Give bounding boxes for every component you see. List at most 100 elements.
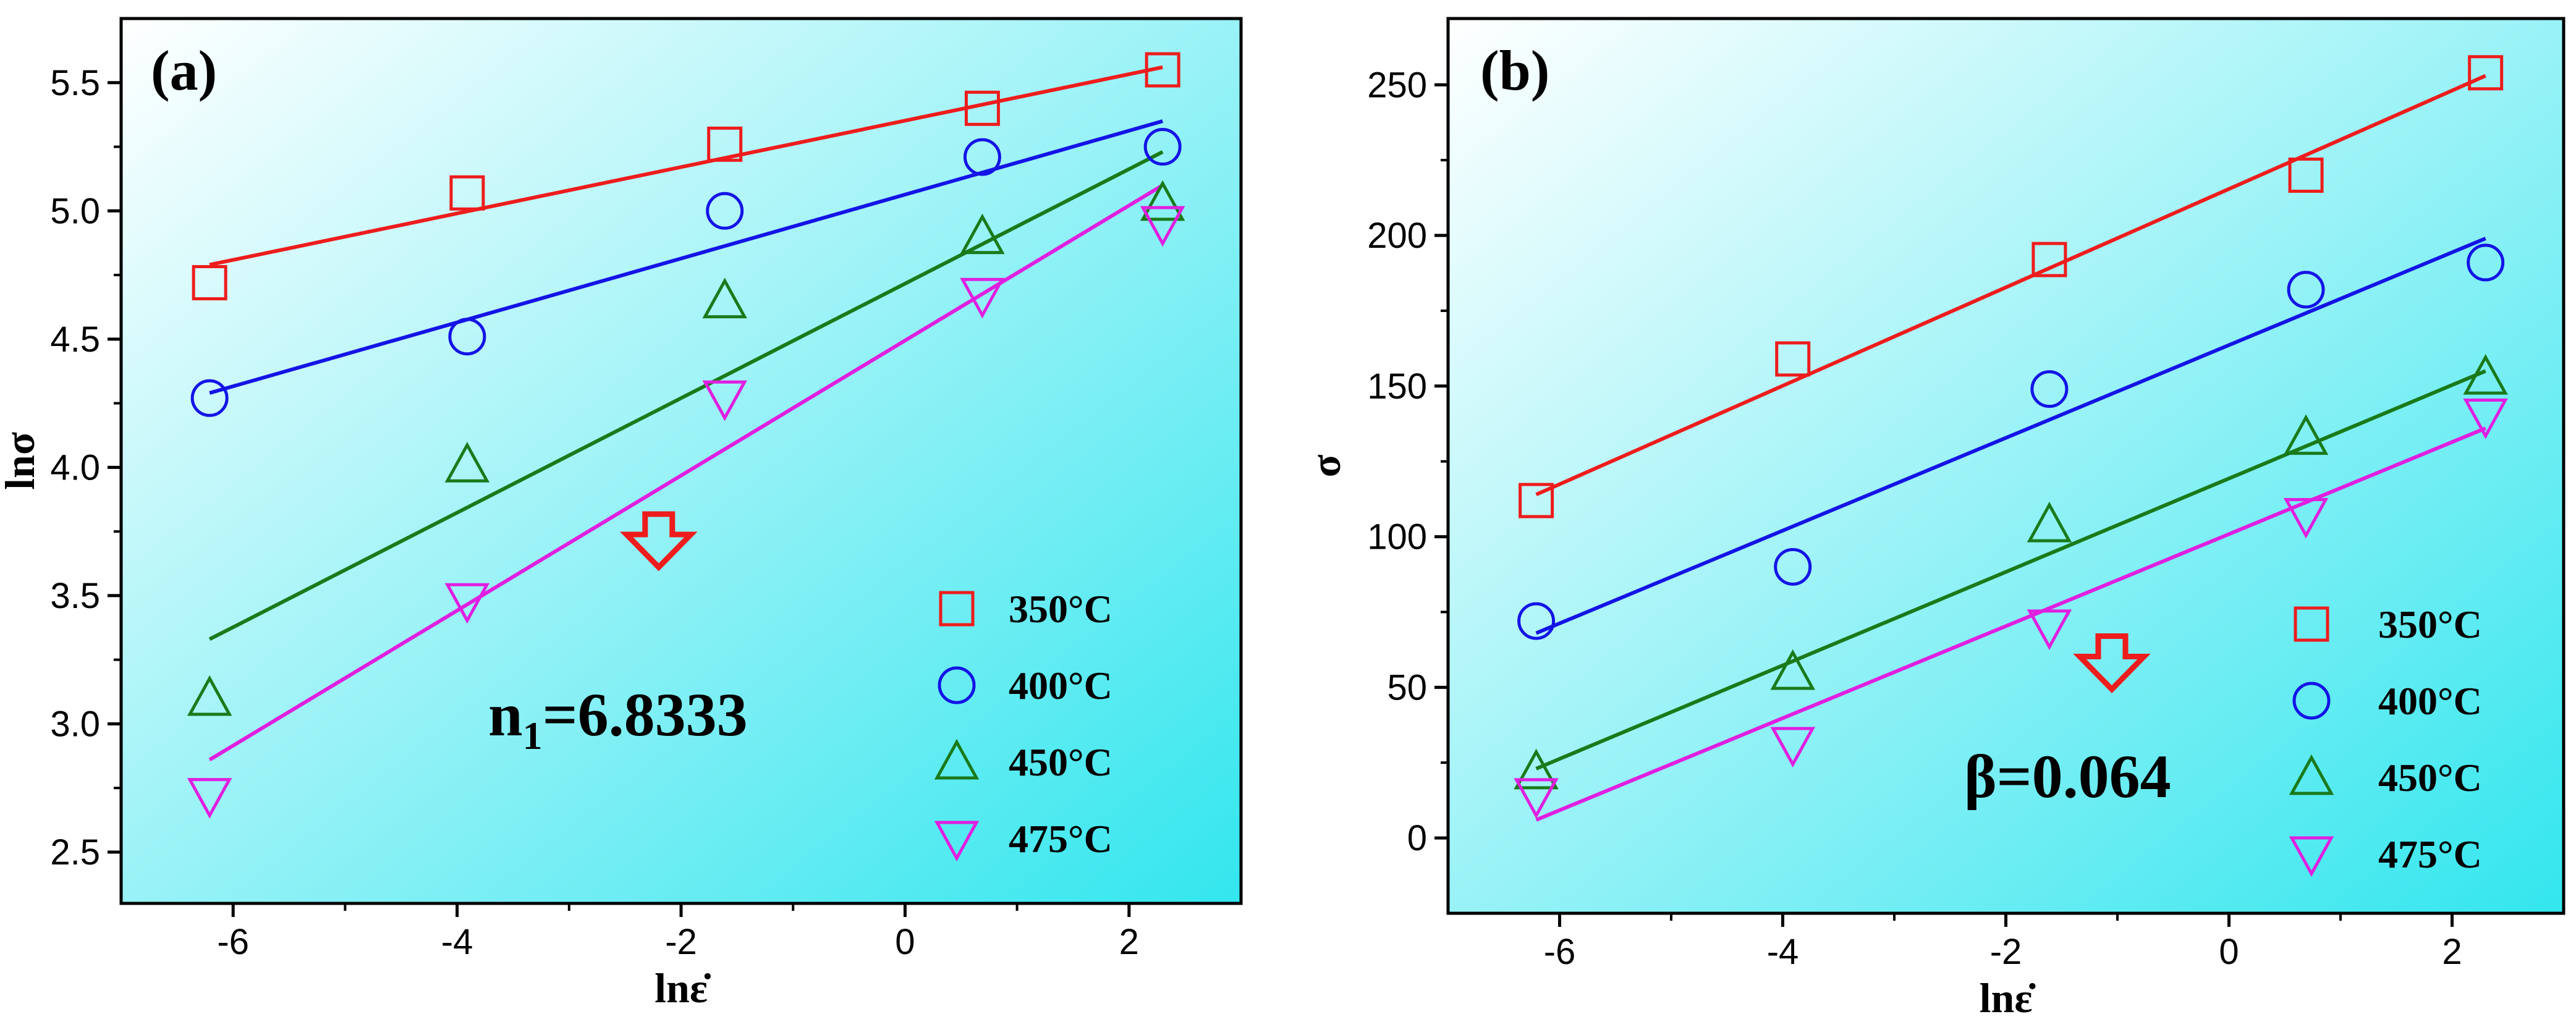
fit-line-475 — [1535, 426, 2486, 822]
data-point-350-4 — [1145, 52, 1180, 88]
chart-panel-b: -6 -4 -2 0 2 0 50 100 150 200 250 lnε̇ σ (b) 350°C 400°… — [1302, 17, 2565, 1021]
annotation-value: =6.8333 — [543, 680, 748, 749]
data-point-400-0 — [190, 379, 229, 417]
y-tick-label: 250 — [1367, 65, 1427, 105]
data-point-400-4 — [2467, 243, 2505, 282]
data-point-475-0 — [1514, 778, 1559, 819]
x-tick-label: -4 — [441, 922, 473, 962]
legend-label: 400°C — [1009, 664, 1112, 708]
legend-marker-475 — [934, 821, 980, 862]
fit-line-400 — [209, 119, 1163, 395]
legend-marker-350 — [2294, 606, 2329, 642]
data-point-450-2 — [702, 277, 747, 319]
legend-marker-475 — [2289, 836, 2334, 877]
data-point-450-0 — [1514, 748, 1559, 790]
plot-background — [1448, 19, 2564, 913]
data-point-450-1 — [1770, 649, 1815, 690]
down-arrow-icon — [620, 511, 698, 572]
fit-line-350 — [209, 65, 1163, 267]
annotation-text: n1=6.8333 — [488, 680, 748, 758]
data-point-450-2 — [2027, 501, 2072, 543]
data-point-350-2 — [707, 126, 743, 162]
data-point-450-4 — [1140, 180, 1185, 221]
fit-line-350 — [1535, 74, 2486, 497]
data-point-400-2 — [706, 192, 744, 230]
x-axis-label: lnε̇ — [1980, 974, 2036, 1021]
legend-label: 350°C — [1009, 587, 1112, 631]
y-tick-label: 2.5 — [50, 832, 100, 872]
data-point-475-4 — [1140, 206, 1185, 247]
legend-marker-400 — [938, 666, 976, 704]
x-tick-label: 2 — [1119, 922, 1139, 962]
data-point-450-1 — [444, 442, 490, 483]
y-axis-label: lnσ — [0, 432, 43, 490]
data-point-400-3 — [2287, 271, 2325, 309]
data-point-350-0 — [1519, 483, 1554, 518]
data-point-475-4 — [2463, 399, 2508, 439]
annotation-main: n — [488, 680, 523, 749]
fit-line-450 — [208, 150, 1164, 641]
y-tick-label: 5.0 — [50, 191, 100, 231]
data-point-350-3 — [964, 90, 1000, 126]
y-tick-label: 5.5 — [50, 63, 100, 103]
y-tick-label: 4.0 — [50, 447, 100, 488]
data-point-450-0 — [187, 675, 232, 716]
down-arrow-icon — [2073, 633, 2151, 693]
x-tick-label: 0 — [895, 922, 915, 962]
legend-marker-450 — [934, 738, 980, 780]
legend-label: 475°C — [1009, 817, 1112, 861]
data-point-475-1 — [1770, 727, 1815, 768]
data-point-450-3 — [2283, 414, 2329, 455]
y-tick-label: 3.5 — [50, 576, 100, 616]
legend-marker-400 — [2292, 682, 2331, 720]
y-tick-label: 50 — [1387, 667, 1427, 708]
x-tick-label: -2 — [1990, 932, 2022, 972]
legend-label: 475°C — [2378, 832, 2482, 876]
data-point-475-0 — [187, 778, 232, 819]
data-point-475-2 — [702, 380, 747, 421]
panel-label: (b) — [1480, 39, 1549, 102]
x-tick-label: -4 — [1767, 932, 1799, 972]
annotation-subscript: 1 — [523, 714, 543, 758]
chart-panel-a: -6 -4 -2 0 2 2.5 3.0 3.5 4.0 4.5 5.0 5.5 lnε̇ lnσ (a) 3… — [0, 17, 1243, 1012]
legend-label: 450°C — [2378, 756, 2482, 800]
data-point-400-1 — [1774, 547, 1812, 586]
data-point-475-3 — [960, 277, 1005, 319]
y-tick-label: 150 — [1367, 366, 1427, 407]
annotation-main: β=0.064 — [1964, 742, 2171, 811]
fit-line-475 — [208, 184, 1164, 762]
y-tick-label: 0 — [1407, 818, 1427, 858]
legend-label: 350°C — [2378, 602, 2482, 646]
x-axis-label: lnε̇ — [655, 965, 711, 1012]
legend-marker-350 — [939, 591, 975, 627]
data-point-350-4 — [2468, 55, 2504, 91]
data-point-400-0 — [1517, 602, 1556, 640]
data-point-400-2 — [2030, 370, 2069, 408]
legend-label: 400°C — [2378, 679, 2482, 723]
y-tick-label: 4.5 — [50, 319, 100, 360]
data-point-400-1 — [448, 318, 486, 356]
x-tick-label: -6 — [217, 922, 249, 962]
legend-label: 450°C — [1009, 740, 1112, 784]
x-tick-label: -6 — [1544, 932, 1576, 972]
y-tick-label: 200 — [1367, 216, 1427, 256]
fit-line-450 — [1535, 369, 2486, 771]
data-point-475-3 — [2283, 497, 2329, 539]
data-point-350-2 — [2032, 242, 2067, 277]
y-tick-label: 100 — [1367, 517, 1427, 557]
data-point-350-0 — [192, 265, 227, 301]
data-point-475-2 — [2027, 609, 2072, 651]
data-point-400-3 — [963, 138, 1001, 176]
data-point-450-3 — [960, 213, 1005, 255]
data-point-350-1 — [1775, 341, 1811, 377]
annotation-text: β=0.064 — [1964, 742, 2171, 811]
legend-marker-450 — [2289, 754, 2334, 795]
y-axis-label: σ — [1302, 455, 1349, 478]
data-point-350-3 — [2288, 158, 2324, 193]
x-tick-label: -2 — [665, 922, 697, 962]
panel-label: (a) — [151, 39, 217, 102]
data-point-450-4 — [2463, 353, 2508, 395]
data-point-475-1 — [444, 583, 490, 624]
fit-line-400 — [1535, 237, 2486, 635]
